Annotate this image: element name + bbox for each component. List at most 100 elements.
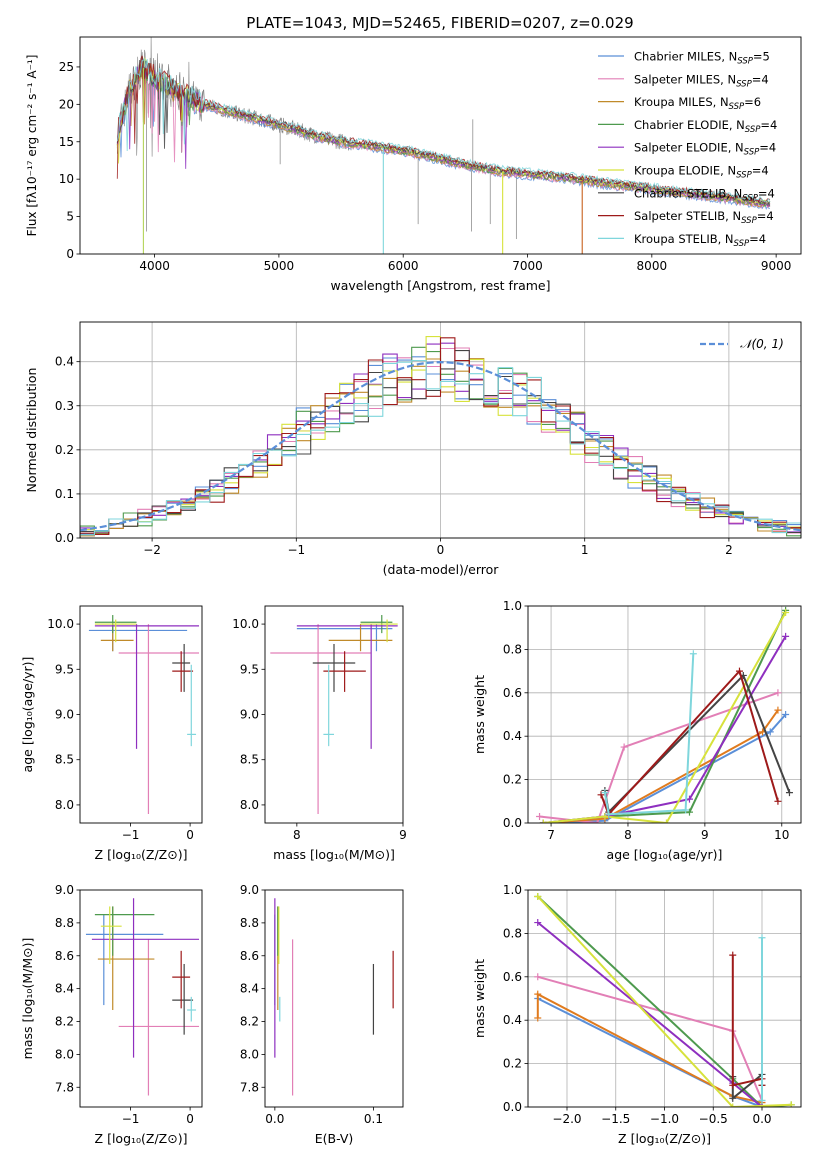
legend-entry: Salpeter STELIB, NSSP=4 — [634, 209, 774, 226]
legend-sub: SSP — [742, 193, 758, 203]
x-axis-label: Z [log₁₀(Z/Z⊙)] — [95, 1131, 188, 1146]
weight-line — [543, 635, 787, 823]
errorbar-point — [88, 624, 188, 652]
x-tick-label: −1 — [287, 543, 305, 557]
weight-marker — [682, 806, 690, 814]
plot-area — [536, 606, 793, 823]
weight-marker — [774, 689, 782, 697]
weight-marker — [735, 667, 743, 675]
legend-entry: Chabrier ELODIE, NSSP=4 — [634, 118, 777, 135]
legend-name: Kroupa MILES, N — [634, 95, 729, 109]
weight-marker — [758, 1103, 766, 1107]
y-tick-label: 0.0 — [503, 816, 522, 830]
x-tick-label: 9 — [701, 828, 709, 842]
legend-sub: SSP — [736, 171, 752, 181]
weight-marker — [782, 632, 790, 640]
model-line — [116, 60, 771, 208]
legend-name: Chabrier ELODIE, N — [634, 118, 745, 132]
weight-marker — [782, 711, 790, 718]
weight-marker — [685, 808, 693, 816]
y-tick-label: 7.8 — [240, 1080, 259, 1094]
errorbar-point — [100, 906, 122, 964]
y-tick-label: 0.4 — [503, 1013, 522, 1027]
weight-marker — [534, 973, 542, 981]
errorbar-point — [328, 624, 393, 652]
axes-frame — [79, 36, 802, 255]
y-tick-label: 1.0 — [503, 599, 522, 613]
y-tick-label: 10.0 — [47, 617, 74, 631]
model-line — [116, 58, 771, 203]
x-tick-label: 7000 — [512, 259, 543, 273]
weight-marker — [782, 609, 790, 617]
y-tick-label: 8.0 — [55, 798, 74, 812]
x-axis-label: mass [log₁₀(M/M⊙)] — [273, 847, 395, 862]
y-tick-label: 9.5 — [240, 662, 259, 676]
x-tick-label: 0 — [186, 1112, 194, 1126]
weight-line — [539, 691, 779, 823]
errorbar-point — [323, 664, 334, 747]
errorbar-point — [97, 906, 155, 1011]
y-axis-label: mass weight — [472, 675, 487, 754]
x-tick-label: 4000 — [139, 259, 170, 273]
weight-marker — [685, 795, 693, 803]
x-tick-label: 8000 — [637, 259, 668, 273]
y-tick-label: 8.2 — [55, 1015, 74, 1029]
legend-sub: SSP — [736, 79, 752, 89]
y-tick-label: 8.5 — [240, 753, 259, 767]
x-axis-label: age [log₁₀(age/yr)] — [607, 847, 723, 862]
y-tick-label: 9.0 — [55, 708, 74, 722]
y-tick-label: 8.8 — [240, 916, 259, 930]
age-vs-metallicity-panel: −1 0 8.0 8.5 9.0 9.5 10.0 Z [log₁₀(Z/Z⊙)] age [l… — [20, 605, 203, 862]
y-tick-label: 1.0 — [503, 883, 522, 897]
errorbar-point — [94, 624, 200, 749]
legend-suffix: =4 — [759, 141, 776, 155]
weight-marker — [539, 819, 547, 823]
spectrum-panel: 4000 5000 6000 7000 8000 9000 0 5 10 15 20 25 wavele… — [25, 36, 802, 293]
x-tick-label: 1 — [581, 543, 589, 557]
x-axis-label: Z [log₁₀(Z/Z⊙)] — [95, 847, 188, 862]
axes-frame — [527, 889, 802, 1108]
x-tick-label: 9 — [399, 828, 407, 842]
legend-name: Salpeter MILES, N — [634, 72, 736, 86]
y-tick-label: 8.6 — [55, 949, 74, 963]
weight-marker — [758, 1096, 766, 1104]
errorbar-point — [312, 643, 356, 692]
weight-marker — [729, 1081, 737, 1089]
legend-name: Salpeter STELIB, N — [634, 209, 741, 223]
legend-name: Chabrier MILES, N — [634, 50, 737, 64]
legend-sub: SSP — [745, 125, 761, 135]
weight-vs-metallicity-panel: −2.0 −1.5 −1.0 −0.5 0.0 0.0 0.2 0.4 0.6 0.8 1.0 Z [… — [472, 883, 802, 1146]
errorbar-point — [296, 624, 398, 749]
weight-marker — [605, 810, 613, 818]
legend-suffix: =4 — [752, 164, 769, 178]
x-tick-label: 5000 — [264, 259, 295, 273]
residual-histogram — [80, 360, 801, 538]
y-tick-label: 9.0 — [240, 708, 259, 722]
legend-sub: SSP — [734, 239, 750, 249]
weight-line — [543, 713, 787, 823]
axes-frame — [79, 321, 802, 539]
legend-suffix: =4 — [757, 209, 774, 223]
errorbar-point — [118, 624, 200, 814]
weight-marker — [534, 893, 542, 901]
age-vs-mass-panel: 8 9 8.0 8.5 9.0 9.5 10.0 mass [log₁₀(M/M⊙)] — [232, 605, 407, 862]
weight-marker — [785, 789, 793, 797]
x-tick-label: 8 — [624, 828, 632, 842]
errorbar-point — [91, 898, 200, 1058]
x-tick-label: −1.0 — [650, 1112, 679, 1126]
weight-line — [537, 975, 763, 1101]
weight-marker — [662, 819, 670, 823]
weight-marker — [620, 743, 628, 751]
legend-sub: SSP — [729, 102, 745, 112]
x-tick-label: −2.0 — [552, 1112, 581, 1126]
x-tick-label: 0.1 — [364, 1112, 383, 1126]
y-tick-label: 0.2 — [503, 1057, 522, 1071]
y-tick-label: 7.8 — [55, 1080, 74, 1094]
weight-marker — [534, 1014, 542, 1022]
legend-name: Chabrier STELIB, N — [634, 186, 742, 200]
weight-marker — [601, 789, 609, 797]
weight-line — [600, 669, 779, 817]
y-tick-label: 15 — [59, 135, 74, 149]
weight-marker — [774, 706, 782, 714]
legend-entry: Salpeter ELODIE, NSSP=4 — [634, 141, 776, 158]
